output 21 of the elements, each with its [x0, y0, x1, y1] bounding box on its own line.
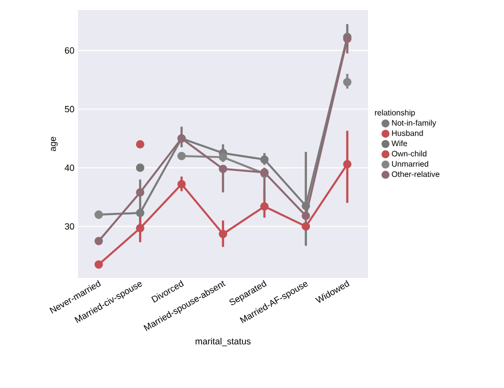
- point: [94, 236, 103, 246]
- point: [136, 140, 144, 148]
- point: [136, 208, 144, 218]
- point: [302, 202, 310, 210]
- y-tick-label: 50: [64, 106, 74, 112]
- point: [136, 188, 144, 197]
- point: [260, 202, 269, 211]
- point: [177, 180, 186, 188]
- point: [343, 78, 352, 86]
- point: [302, 212, 310, 220]
- point: [94, 260, 103, 269]
- point: [343, 160, 352, 168]
- point: [218, 230, 228, 238]
- point: [136, 164, 144, 172]
- y-axis-title: age: [50, 136, 58, 152]
- y-tick-label: 60: [64, 47, 74, 54]
- point: [136, 224, 144, 232]
- y-tick-label: 30: [64, 223, 74, 230]
- y-tick-label: 40: [64, 164, 74, 171]
- x-axis-title: marital_status: [196, 338, 251, 346]
- point: [302, 222, 310, 231]
